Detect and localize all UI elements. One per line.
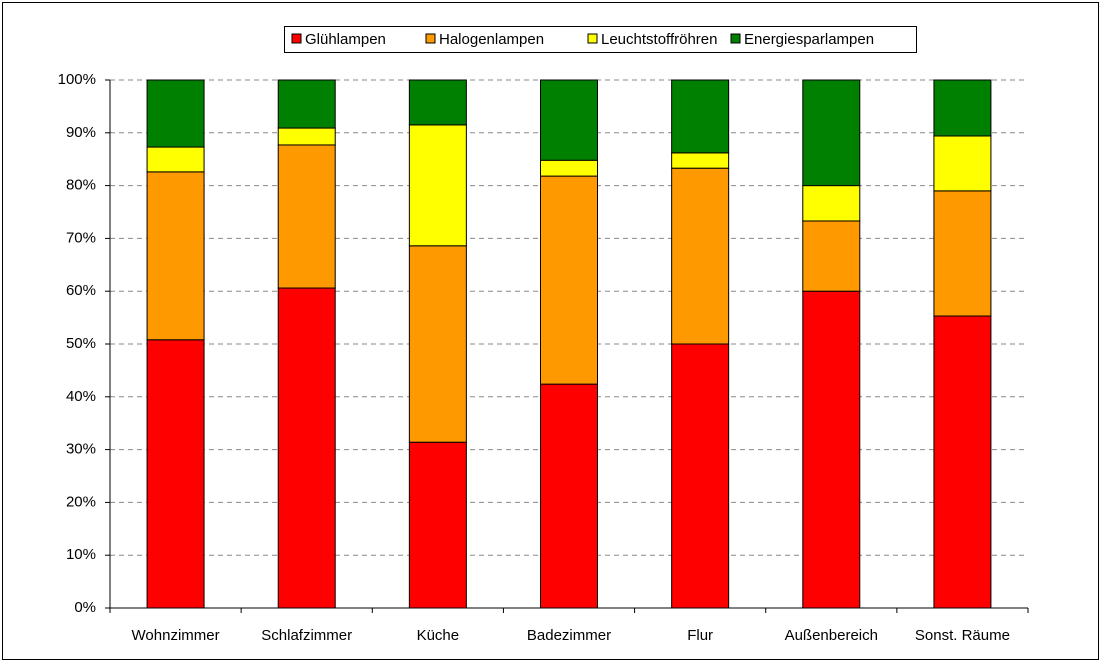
bar-segment: [277, 127, 336, 146]
bar-segment: [933, 315, 992, 609]
legend-label: Glühlampen: [305, 31, 386, 48]
y-tick-label: 80%: [66, 177, 96, 194]
y-tick-label: 20%: [66, 493, 96, 510]
x-tick-label: Schlafzimmer: [261, 627, 352, 644]
x-tick-label: Küche: [417, 627, 460, 644]
bar-segment: [802, 220, 861, 292]
y-tick-label: 30%: [66, 441, 96, 458]
y-tick-label: 0%: [74, 599, 96, 616]
bar-segment: [671, 167, 730, 345]
x-tick-label: Wohnzimmer: [132, 627, 220, 644]
y-tick-label: 10%: [66, 546, 96, 563]
bar-segment: [671, 343, 730, 609]
legend-label: Halogenlampen: [439, 31, 544, 48]
bar-segment: [933, 135, 992, 192]
y-tick-label: 40%: [66, 388, 96, 405]
bar-segment: [802, 185, 861, 222]
bar-segment: [277, 287, 336, 609]
bar-segment: [277, 144, 336, 289]
bar-segment: [146, 79, 205, 148]
legend-swatch: [587, 33, 598, 44]
bar-segment: [146, 171, 205, 341]
legend-swatch: [425, 33, 436, 44]
legend-swatch: [730, 33, 741, 44]
legend-swatch: [291, 33, 302, 44]
legend-label: Energiesparlampen: [744, 31, 874, 48]
bar-segment: [408, 79, 467, 126]
bar-segment: [146, 339, 205, 609]
bar-segment: [933, 79, 992, 137]
bar-segment: [540, 383, 598, 609]
x-tick-label: Flur: [687, 627, 713, 644]
y-tick-label: 60%: [66, 282, 96, 299]
y-tick-label: 70%: [66, 229, 96, 246]
bar-segment: [408, 124, 467, 247]
bar-segment: [540, 79, 598, 161]
y-tick-label: 90%: [66, 124, 96, 141]
y-tick-label: 100%: [58, 71, 96, 88]
x-tick-label: Badezimmer: [527, 627, 611, 644]
bar-segment: [671, 152, 730, 169]
y-tick-label: 50%: [66, 335, 96, 352]
bar-segment: [802, 290, 861, 609]
bar-segment: [277, 79, 336, 129]
bar-segment: [146, 146, 205, 173]
legend-label: Leuchtstoffröhren: [601, 31, 717, 48]
legend-box: [284, 26, 917, 53]
x-tick-label: Sonst. Räume: [915, 627, 1010, 644]
bar-segment: [540, 159, 598, 177]
bar-segment: [933, 190, 992, 317]
bar-segment: [540, 175, 598, 385]
bar-segment: [408, 441, 467, 609]
bar-segment: [671, 79, 730, 154]
bar-segment: [802, 79, 861, 187]
bar-segment: [408, 245, 467, 443]
x-tick-label: Außenbereich: [785, 627, 878, 644]
